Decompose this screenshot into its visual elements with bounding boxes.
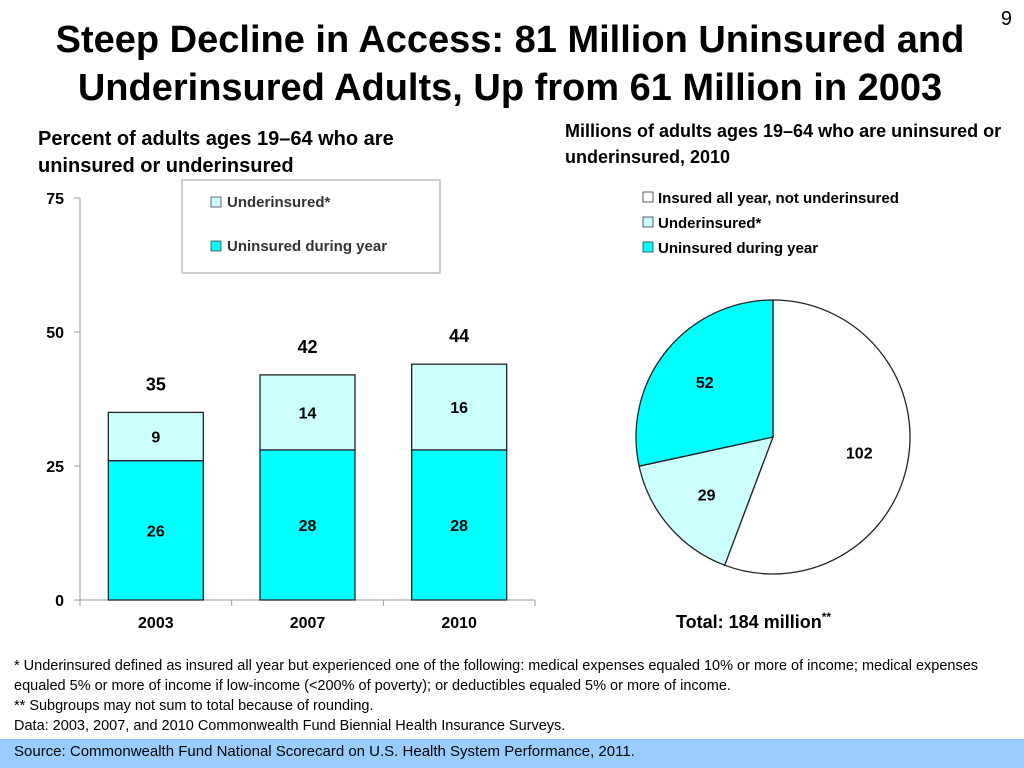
bar-chart-title: Percent of adults ages 19–64 who are uni… [38,128,394,177]
pie-total-suffix: ** [821,610,832,624]
pie-legend-swatch [642,241,654,253]
bar-total-label: 44 [449,326,469,346]
bar-legend-label: Uninsured during year [227,238,387,255]
footnotes: * Underinsured defined as insured all ye… [14,656,1014,736]
pie-legend-label: Uninsured during year [658,240,818,257]
bar-segment [259,374,356,451]
bar-data-label: 14 [299,405,317,422]
pie-data-label: 52 [696,375,714,392]
pie-slice [635,299,774,467]
bar-y-tick-label: 25 [46,459,64,476]
footnote-underinsured-definition: * Underinsured defined as insured all ye… [14,658,979,694]
pie-legend-swatch [642,191,654,203]
bar-segment [107,459,204,601]
slide-number: 9 [1000,8,1012,30]
bar-data-label: 16 [450,400,468,417]
bar-total-label: 35 [146,374,166,394]
bar-segment [411,363,508,451]
bar-y-tick-label: 50 [46,325,64,342]
bar-segment [411,449,508,601]
bar-x-tick-label: 2003 [138,615,174,632]
pie-slice [638,436,775,567]
bar-legend-swatch [210,240,222,252]
pie-chart-title: Millions of adults ages 19–64 who are un… [565,121,1002,167]
footnote-rounding: ** Subgroups may not sum to total becaus… [14,698,374,714]
bar-data-label: 28 [299,518,317,535]
pie-total-label: Total: 184 million** [676,610,831,633]
pie-legend-swatch [642,216,654,228]
pie-data-label: 102 [846,446,873,463]
pie-legend-label: Insured all year, not underinsured [658,190,899,207]
bar-x-tick-label: 2007 [290,615,326,632]
pie-data-label: 29 [698,487,716,504]
slide-title: Steep Decline in Access: 81 Million Unin… [55,19,965,109]
bar-x-tick-label: 2010 [441,615,477,632]
pie-legend-label: Underinsured* [658,215,762,232]
pie-slice [723,299,911,575]
bar-legend-swatch [210,196,222,208]
bar-legend-box [181,179,441,274]
source-bar: Source: Commonwealth Fund National Score… [0,739,1024,768]
bar-total-label: 42 [297,337,317,357]
bar-y-tick-label: 0 [55,593,64,610]
footnote-data: Data: 2003, 2007, and 2010 Commonwealth … [14,718,566,734]
source-text: Source: Commonwealth Fund National Score… [14,743,635,760]
bar-segment [107,411,204,462]
bar-y-tick-label: 75 [46,191,64,208]
pie-total-text: Total: 184 million [676,612,822,632]
bar-legend-label: Underinsured* [227,194,331,211]
bar-data-label: 26 [147,523,165,540]
bar-segment [259,449,356,601]
bar-data-label: 9 [151,430,160,447]
bar-data-label: 28 [450,518,468,535]
